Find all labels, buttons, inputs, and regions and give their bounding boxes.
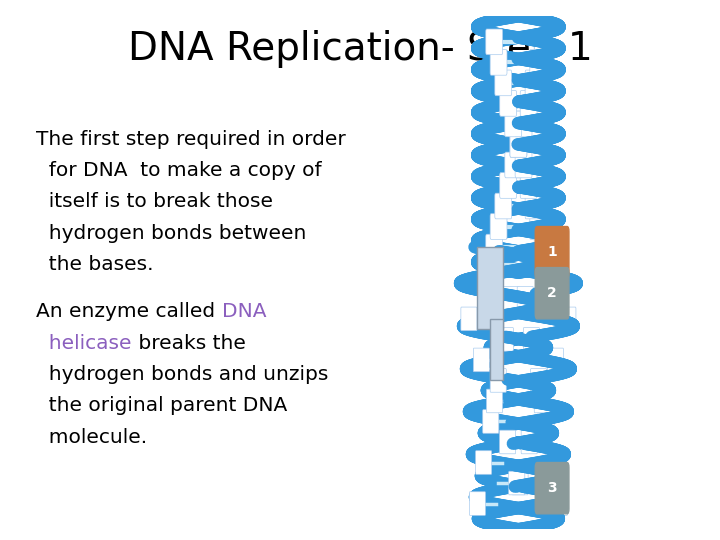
FancyBboxPatch shape [530, 50, 546, 75]
Text: breaks the: breaks the [132, 334, 246, 353]
Text: helicase: helicase [36, 334, 132, 353]
FancyBboxPatch shape [521, 430, 537, 454]
FancyBboxPatch shape [482, 255, 499, 280]
FancyBboxPatch shape [461, 307, 477, 330]
Bar [490, 319, 503, 380]
FancyBboxPatch shape [535, 226, 569, 278]
FancyBboxPatch shape [512, 471, 528, 495]
FancyBboxPatch shape [517, 287, 534, 310]
FancyBboxPatch shape [509, 471, 525, 495]
Text: DNA: DNA [222, 302, 266, 321]
FancyBboxPatch shape [552, 492, 567, 515]
FancyBboxPatch shape [525, 70, 542, 96]
FancyBboxPatch shape [560, 307, 576, 330]
FancyBboxPatch shape [498, 328, 513, 351]
FancyBboxPatch shape [505, 111, 522, 137]
FancyBboxPatch shape [535, 267, 569, 319]
FancyBboxPatch shape [473, 348, 490, 372]
Text: DNA Replication- Step 1: DNA Replication- Step 1 [127, 30, 593, 68]
Text: The first step required in order: The first step required in order [36, 130, 346, 148]
Text: hydrogen bonds and unzips: hydrogen bonds and unzips [36, 365, 328, 384]
FancyBboxPatch shape [487, 389, 503, 413]
Text: An enzyme called: An enzyme called [36, 302, 222, 321]
Text: the bases.: the bases. [36, 255, 153, 274]
Text: 1: 1 [547, 245, 557, 259]
FancyBboxPatch shape [510, 132, 527, 157]
FancyBboxPatch shape [503, 287, 520, 310]
FancyBboxPatch shape [476, 451, 492, 474]
Text: itself is to break those: itself is to break those [36, 192, 273, 211]
FancyBboxPatch shape [495, 70, 512, 96]
FancyBboxPatch shape [486, 29, 503, 55]
Text: 3: 3 [547, 481, 557, 495]
FancyBboxPatch shape [538, 410, 554, 433]
FancyBboxPatch shape [505, 152, 522, 178]
FancyBboxPatch shape [495, 193, 512, 219]
Text: the original parent DNA: the original parent DNA [36, 396, 287, 415]
Text: 2: 2 [547, 286, 557, 300]
FancyBboxPatch shape [500, 91, 516, 116]
FancyBboxPatch shape [521, 91, 537, 116]
Bar [477, 247, 503, 329]
FancyBboxPatch shape [486, 234, 503, 260]
FancyBboxPatch shape [547, 348, 564, 372]
FancyBboxPatch shape [525, 193, 542, 219]
FancyBboxPatch shape [515, 111, 532, 137]
Text: hydrogen bonds between: hydrogen bonds between [36, 224, 307, 242]
Text: molecule.: molecule. [36, 428, 147, 447]
FancyBboxPatch shape [490, 50, 507, 75]
FancyBboxPatch shape [490, 214, 507, 239]
Text: for DNA  to make a copy of: for DNA to make a copy of [36, 161, 322, 180]
FancyBboxPatch shape [482, 410, 499, 433]
FancyBboxPatch shape [490, 369, 506, 392]
FancyBboxPatch shape [515, 152, 532, 178]
FancyBboxPatch shape [531, 369, 546, 392]
FancyBboxPatch shape [523, 328, 539, 351]
FancyBboxPatch shape [535, 462, 569, 514]
FancyBboxPatch shape [500, 173, 516, 198]
FancyBboxPatch shape [538, 255, 555, 280]
FancyBboxPatch shape [534, 29, 551, 55]
FancyBboxPatch shape [469, 492, 485, 515]
FancyBboxPatch shape [521, 173, 537, 198]
FancyBboxPatch shape [510, 132, 527, 157]
FancyBboxPatch shape [534, 389, 550, 413]
FancyBboxPatch shape [534, 234, 551, 260]
FancyBboxPatch shape [500, 430, 516, 454]
FancyBboxPatch shape [530, 214, 546, 239]
FancyBboxPatch shape [545, 451, 561, 474]
